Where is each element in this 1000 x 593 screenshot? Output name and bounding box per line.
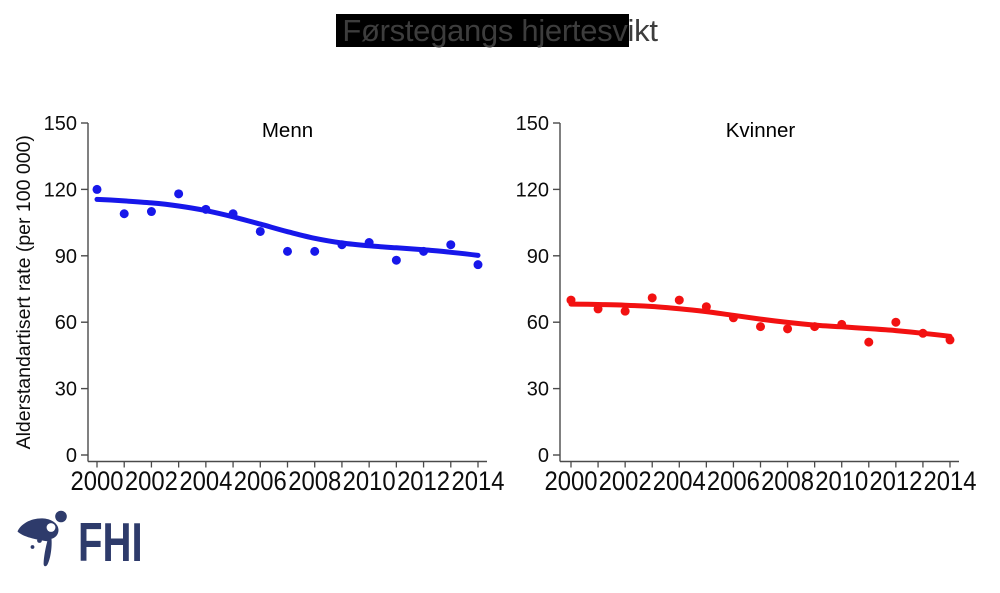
data-point <box>255 226 265 236</box>
x-tick-label: 2000 <box>545 466 598 496</box>
data-point <box>283 246 292 256</box>
x-tick-label: 2010 <box>343 466 396 496</box>
y-tick-label: 120 <box>516 179 549 201</box>
data-point <box>593 304 603 314</box>
x-tick-label: 2012 <box>397 466 450 496</box>
x-tick-label: 2006 <box>707 466 760 496</box>
x-tick-label: 2000 <box>71 466 124 496</box>
data-point <box>446 240 456 250</box>
panel-title: Kvinner <box>726 119 796 142</box>
panel-title: Menn <box>262 119 313 142</box>
data-point <box>864 337 874 347</box>
y-tick-label: 150 <box>516 113 549 135</box>
data-point <box>228 209 238 219</box>
y-tick-label: 0 <box>66 445 77 467</box>
x-tick-label: 2010 <box>815 466 868 496</box>
y-tick-label: 90 <box>55 246 77 268</box>
data-point <box>783 324 793 334</box>
y-tick-label: 30 <box>55 379 77 401</box>
x-tick-label: 2006 <box>234 466 287 496</box>
x-tick-label: 2002 <box>599 466 652 496</box>
fhi-bird-icon <box>17 510 67 567</box>
data-point <box>92 184 102 194</box>
y-axis-title: Alderstandartisert rate (per 100 000) <box>13 135 35 449</box>
data-point <box>756 322 765 332</box>
x-tick-label: 2004 <box>653 466 706 496</box>
data-point <box>473 260 483 270</box>
x-tick-label: 2012 <box>869 466 922 496</box>
data-point <box>918 328 928 338</box>
y-tick-label: 90 <box>527 246 549 268</box>
data-point <box>174 189 184 199</box>
y-tick-label: 150 <box>44 113 77 135</box>
data-point <box>419 246 429 256</box>
data-point <box>620 306 630 316</box>
data-point <box>391 255 401 265</box>
data-point <box>837 319 847 329</box>
y-tick-label: 60 <box>527 312 549 334</box>
figure-title-row: Førstegangs hjertesvikt <box>0 12 1000 50</box>
y-tick-label: 30 <box>527 379 549 401</box>
data-point <box>701 302 711 312</box>
figure-title: Førstegangs hjertesvikt <box>336 13 658 48</box>
data-point <box>146 207 156 217</box>
data-point <box>728 313 738 323</box>
data-point <box>810 322 820 332</box>
x-tick-label: 2014 <box>452 466 505 496</box>
trend-line <box>94 196 481 258</box>
x-tick-label: 2004 <box>179 466 232 496</box>
data-point <box>674 295 684 305</box>
fhi-logo-text: FHI <box>78 511 143 573</box>
y-tick-label: 60 <box>55 312 77 334</box>
data-point <box>364 238 374 248</box>
x-tick-label: 2014 <box>924 466 977 496</box>
data-point <box>945 335 955 345</box>
x-tick-label: 2002 <box>125 466 178 496</box>
trend-line <box>568 301 953 339</box>
x-tick-label: 2008 <box>288 466 341 496</box>
data-point <box>647 293 657 303</box>
data-point <box>337 240 347 250</box>
fhi-logo: FHI <box>17 509 167 570</box>
y-tick-label: 120 <box>44 179 77 201</box>
data-point <box>566 295 576 305</box>
data-point <box>310 246 320 256</box>
data-point <box>891 317 901 327</box>
data-point <box>201 204 211 214</box>
x-tick-label: 2008 <box>761 466 814 496</box>
data-point <box>119 209 129 219</box>
y-tick-label: 0 <box>538 445 549 467</box>
